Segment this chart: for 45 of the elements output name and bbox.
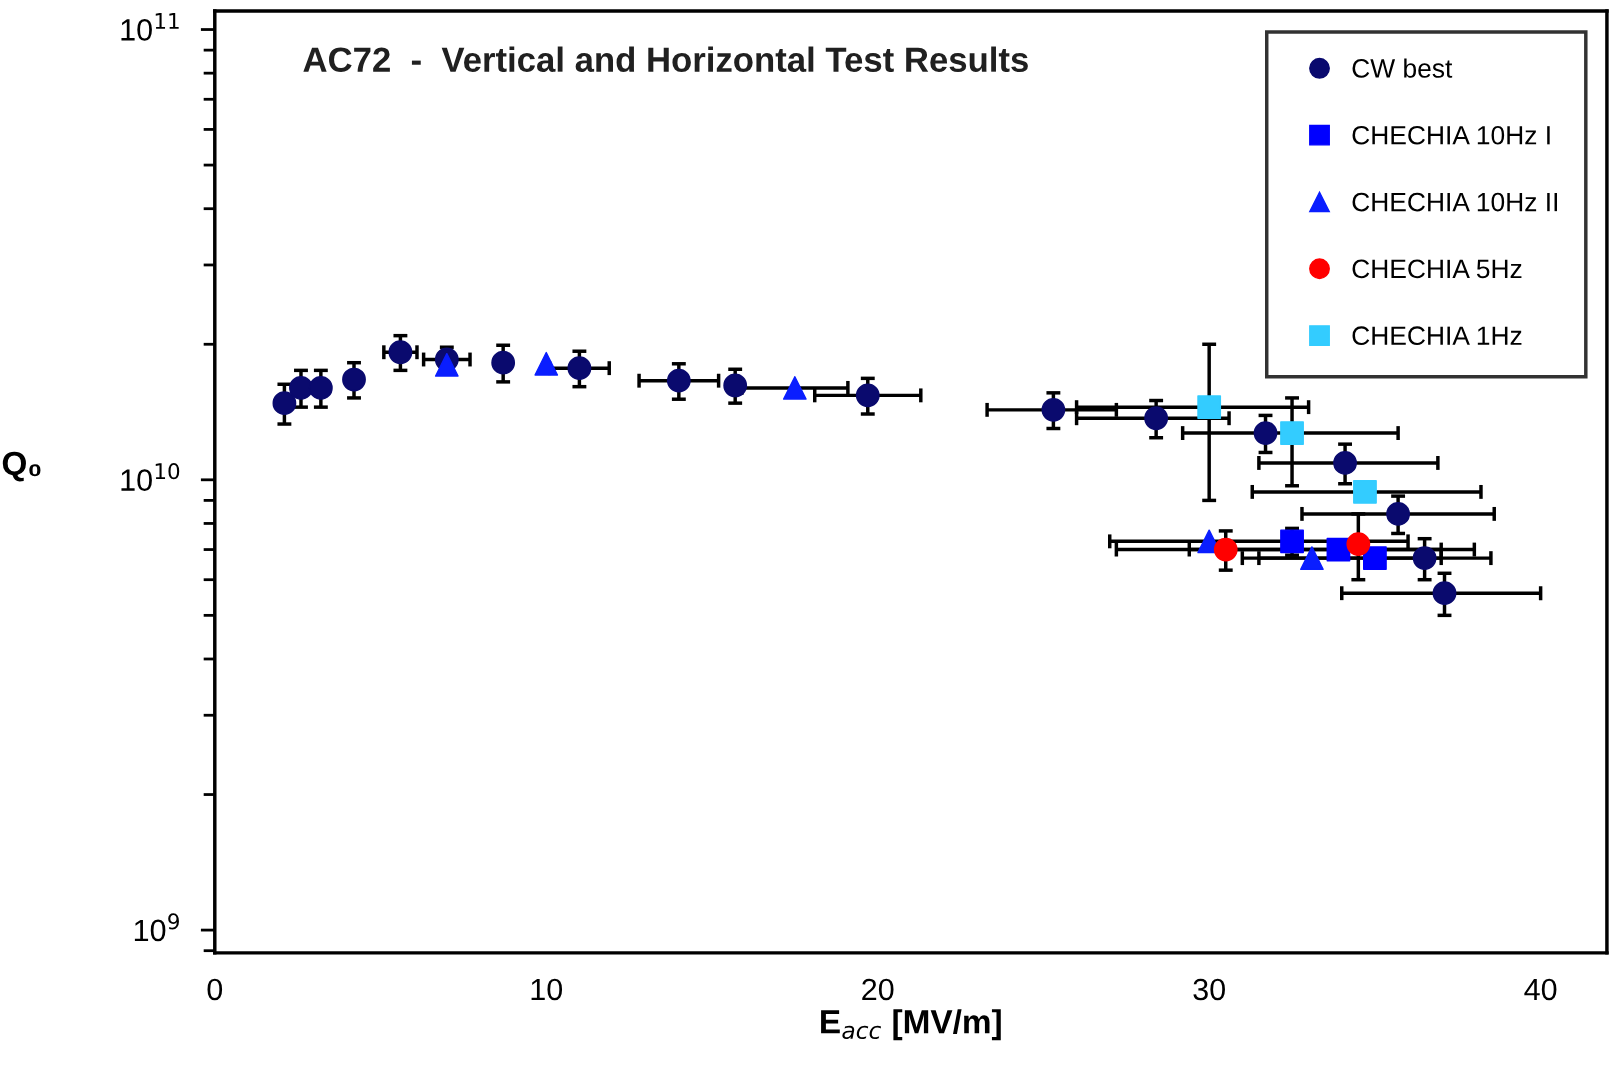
y-tick-label: 10$^{10}$ — [121, 463, 180, 491]
legend-label: CHECHIA 1Hz — [1352, 326, 1522, 346]
point — [1213, 537, 1238, 562]
point — [666, 368, 691, 393]
point — [1386, 502, 1411, 526]
legend-label: CW best — [1352, 58, 1453, 78]
point — [782, 376, 807, 400]
point — [1300, 546, 1324, 571]
point — [1432, 581, 1457, 606]
point — [289, 376, 313, 400]
y-tick-label: 10$^{9}$ — [134, 913, 179, 942]
point — [272, 391, 297, 416]
point — [1280, 421, 1304, 445]
point — [1041, 397, 1066, 422]
x-tick-label: 30 — [1193, 978, 1225, 1001]
point — [1412, 546, 1437, 571]
point — [567, 356, 592, 381]
x-tick-label: 40 — [1524, 978, 1557, 1001]
y-tick-label: 10$^{11}$ — [121, 13, 179, 41]
x-tick-label: 0 — [207, 978, 223, 1001]
point — [1280, 529, 1304, 554]
point — [1363, 546, 1387, 571]
x-tick-label: 10 — [531, 978, 563, 1001]
legend-label: CHECHIA 10Hz II — [1352, 192, 1557, 212]
point — [1346, 532, 1371, 556]
point — [1197, 395, 1222, 420]
point — [342, 367, 366, 392]
legend-label: CHECHIA 5Hz — [1352, 259, 1522, 279]
point — [1144, 406, 1169, 431]
legend-label: CHECHIA 10Hz I — [1352, 125, 1550, 145]
point — [534, 351, 559, 376]
point — [491, 350, 516, 375]
point — [434, 352, 459, 377]
text: AC72 - Vertical and Horizontal Test Results — [303, 46, 1028, 73]
point — [855, 383, 880, 408]
point — [1326, 537, 1351, 562]
point — [723, 373, 748, 398]
point — [308, 376, 333, 400]
point — [388, 340, 413, 365]
point — [1353, 480, 1377, 504]
point — [1253, 421, 1278, 445]
point — [1333, 451, 1357, 475]
x-tick-label: 20 — [862, 978, 894, 1001]
x-axis-title: E$_{acc}$ [MV/m] — [821, 1009, 1001, 1041]
y-axis-title: Q₀ — [2, 451, 41, 482]
